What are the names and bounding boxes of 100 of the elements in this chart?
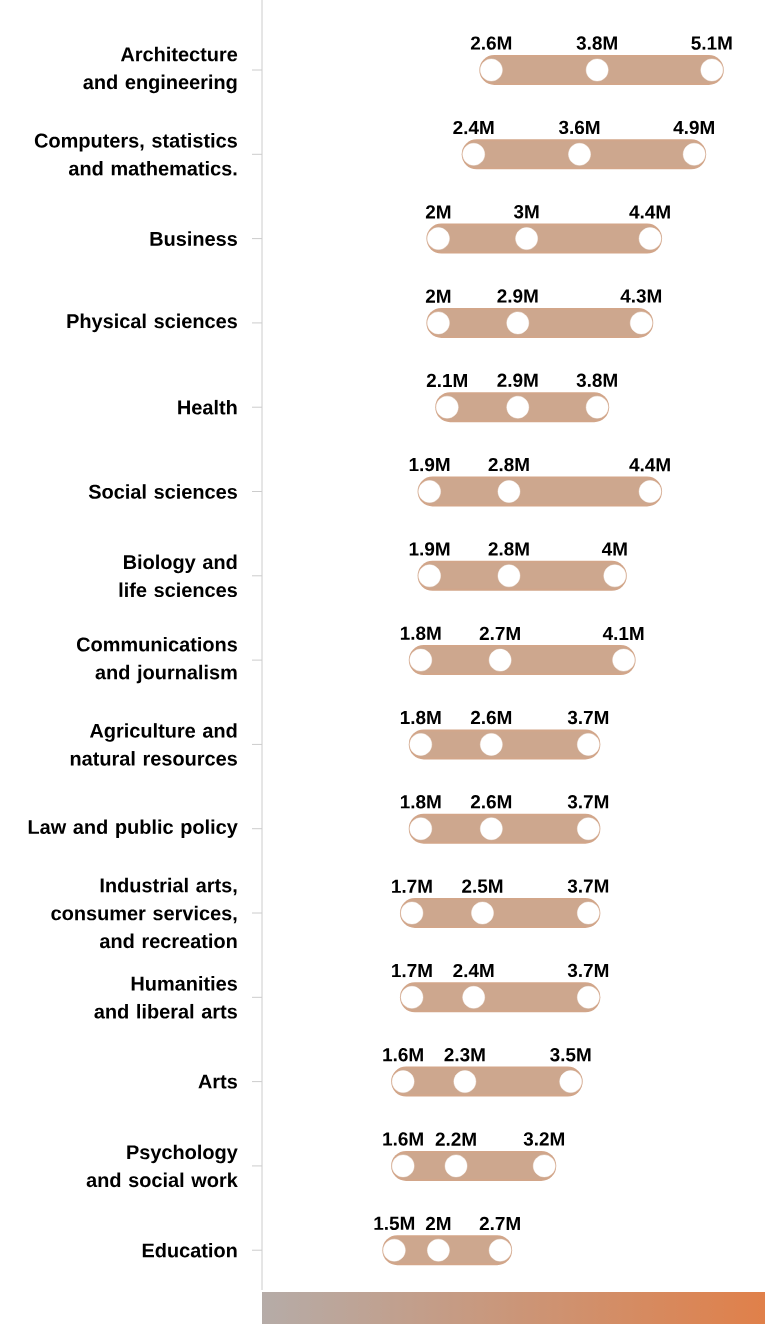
data-label: 3.7M xyxy=(567,710,609,725)
data-label: 1.8M xyxy=(400,626,441,640)
point xyxy=(453,1070,477,1093)
point xyxy=(436,396,459,419)
point xyxy=(409,648,432,672)
y-tick-label: Computers, statistics and mathematics. xyxy=(34,133,237,176)
data-label: 3.8M xyxy=(576,373,617,388)
data-label: 2.8M xyxy=(488,542,529,556)
data-label: 2.7M xyxy=(479,626,520,640)
data-label: 2.4M xyxy=(453,963,494,978)
y-tick-label: Physical sciences xyxy=(67,313,237,333)
point xyxy=(682,143,706,166)
point xyxy=(471,901,494,925)
y-tick-label: Business xyxy=(150,231,237,246)
point xyxy=(488,648,512,672)
data-label: 1.8M xyxy=(400,710,441,725)
y-tick-label: Education xyxy=(142,1242,237,1258)
point xyxy=(638,227,662,250)
point xyxy=(427,1239,450,1262)
y-tick-label: Social sciences xyxy=(88,484,237,499)
point xyxy=(480,733,503,756)
point xyxy=(400,901,424,925)
data-label: 2.3M xyxy=(444,1047,485,1062)
point xyxy=(585,58,609,82)
data-label: 2.6M xyxy=(470,36,512,50)
point xyxy=(515,227,538,250)
point xyxy=(612,648,635,672)
point xyxy=(630,311,653,335)
data-label: 4.1M xyxy=(602,626,644,640)
data-label: 5.1M xyxy=(691,36,732,50)
data-label: 2.9M xyxy=(497,373,538,388)
data-label: 3.7M xyxy=(567,795,609,809)
point xyxy=(488,1239,512,1262)
data-label: 2M xyxy=(425,205,451,219)
y-tick-label: Biology and life sciences xyxy=(119,554,237,598)
data-label: 4M xyxy=(601,542,627,556)
data-label: 3.7M xyxy=(567,963,609,978)
y-tick-label: Law and public policy xyxy=(28,819,238,838)
data-label: 3.2M xyxy=(523,1132,565,1146)
data-label: 1.7M xyxy=(392,964,432,978)
data-label: 3.5M xyxy=(550,1047,591,1062)
data-label: 1.9M xyxy=(409,542,450,556)
data-label: 4.9M xyxy=(673,120,714,135)
point xyxy=(427,227,450,250)
point xyxy=(444,1154,468,1178)
data-label: 1.6M xyxy=(383,1048,423,1062)
point xyxy=(585,396,609,419)
y-tick-label: Agriculture and natural resources xyxy=(70,723,237,766)
y-tick-label: Communications and journalism xyxy=(76,636,237,684)
data-label: 1.9M xyxy=(409,457,450,472)
data-label: 2.5M xyxy=(462,879,503,893)
data-label: 1.5M xyxy=(374,1216,415,1231)
data-label: 2M xyxy=(425,289,451,303)
data-label: 1.8M xyxy=(400,795,441,809)
point xyxy=(427,311,450,335)
point xyxy=(497,564,521,588)
point xyxy=(559,1070,582,1093)
data-label: 1.7M xyxy=(392,879,432,893)
point xyxy=(506,311,529,335)
point xyxy=(391,1154,415,1178)
y-tick-label: Arts xyxy=(198,1074,237,1089)
point xyxy=(533,1154,556,1178)
data-label: 4.3M xyxy=(620,289,662,303)
point xyxy=(497,480,521,503)
data-label: 2.1M xyxy=(426,373,467,388)
point xyxy=(577,901,600,925)
point xyxy=(383,1239,406,1262)
data-label: 2.6M xyxy=(470,710,512,725)
data-label: 2.2M xyxy=(435,1132,476,1146)
data-label: 2M xyxy=(425,1216,451,1231)
data-label: 1.6M xyxy=(383,1132,423,1146)
point xyxy=(391,1070,415,1093)
point xyxy=(480,58,503,82)
data-label: 2.6M xyxy=(470,795,512,809)
point xyxy=(480,817,503,840)
data-label: 3M xyxy=(513,204,539,219)
data-label: 3.8M xyxy=(576,36,617,50)
point xyxy=(462,986,485,1009)
point xyxy=(577,817,600,840)
point xyxy=(462,143,485,166)
point xyxy=(638,480,662,503)
point xyxy=(568,143,591,166)
point xyxy=(577,733,600,756)
data-label: 4.4M xyxy=(629,458,670,472)
point xyxy=(409,817,432,840)
y-tick-label: Industrial arts, consumer services, and recreation xyxy=(51,877,237,949)
data-label: 4.4M xyxy=(629,205,670,219)
point xyxy=(506,396,529,419)
point xyxy=(700,58,724,82)
data-label: 2.8M xyxy=(488,457,529,472)
data-label: 2.7M xyxy=(479,1216,520,1231)
y-tick-label: Psychology and social work xyxy=(86,1144,238,1188)
y-tick-label: Humanities and liberal arts xyxy=(94,976,237,1019)
point xyxy=(409,733,432,756)
point xyxy=(418,480,441,503)
point xyxy=(400,986,424,1009)
point xyxy=(418,564,441,588)
data-label: 2.4M xyxy=(453,120,494,135)
data-label: 3.7M xyxy=(567,879,609,893)
data-label: 2.9M xyxy=(497,289,538,303)
